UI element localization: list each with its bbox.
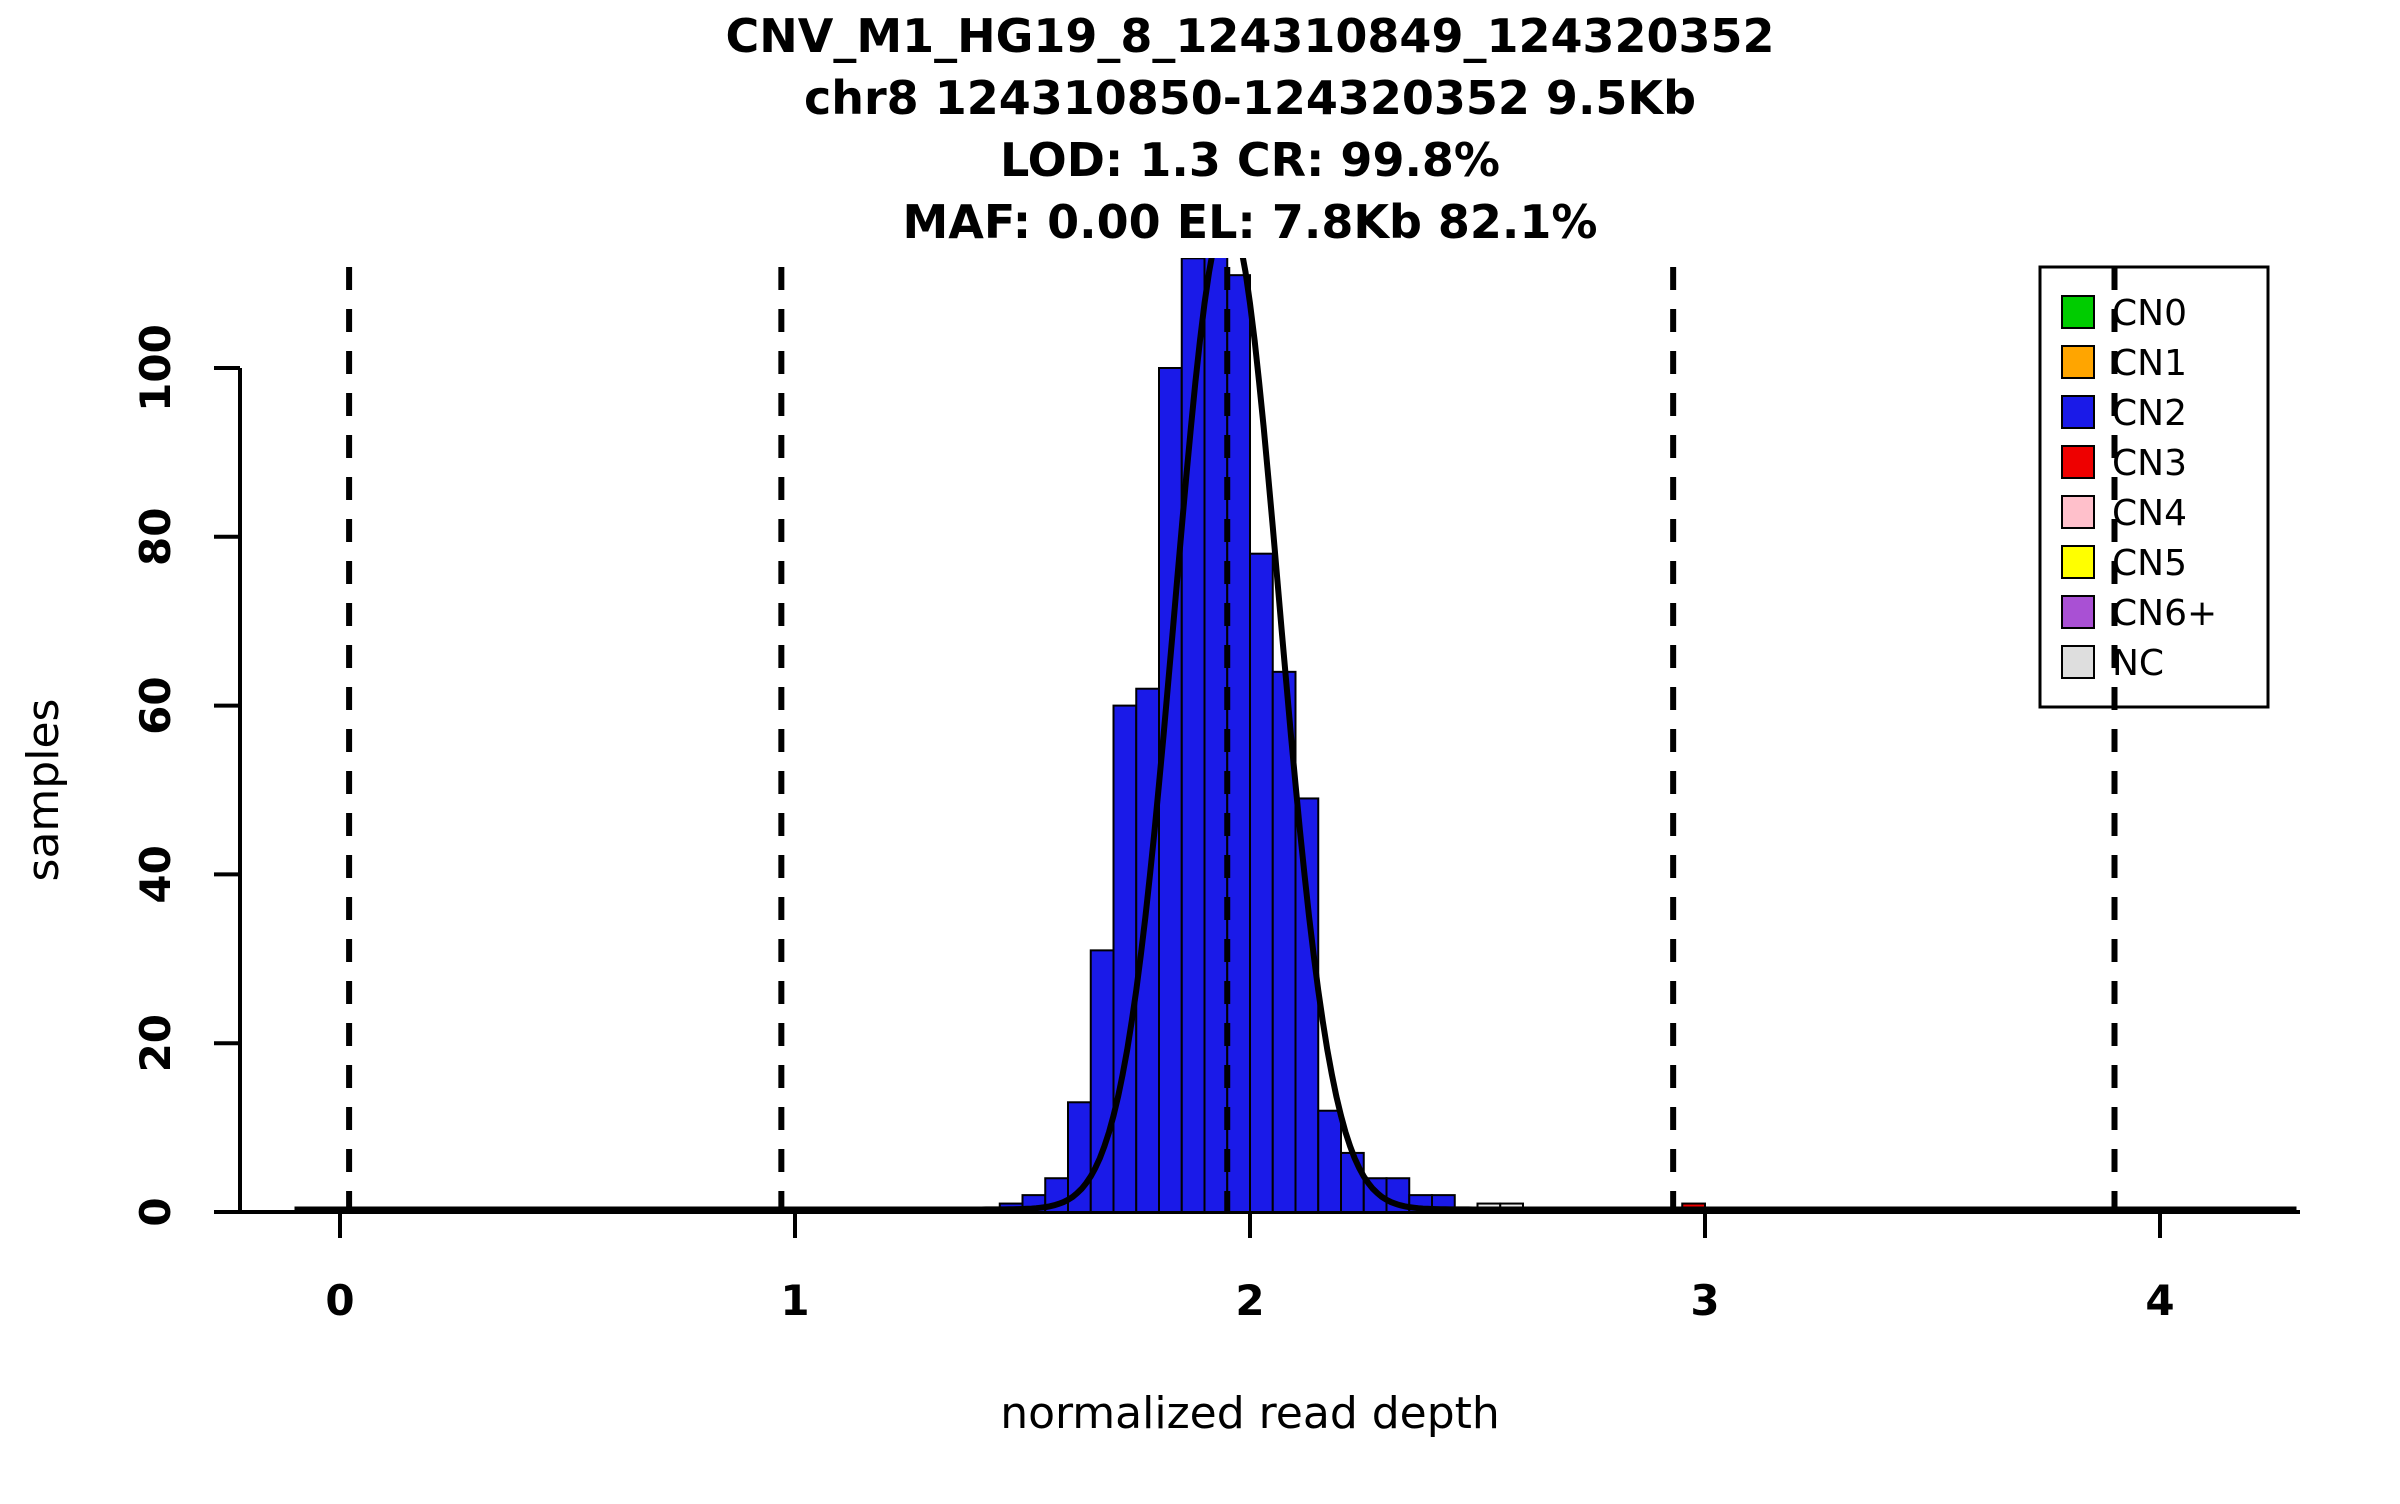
bar-CN2 (1249, 552, 1274, 1213)
legend-label-CN6+: CN6+ (2112, 593, 2217, 634)
bar-CN2 (1294, 797, 1320, 1213)
bar-CN2 (1112, 704, 1138, 1213)
legend-label-CN2: CN2 (2112, 393, 2187, 434)
y-tick-label: 40 (131, 845, 180, 903)
x-tick-label: 0 (325, 1276, 354, 1325)
y-tick-label: 20 (131, 1014, 180, 1072)
legend-swatch-CN2 (2061, 395, 2095, 429)
legend-swatch-CN1 (2061, 345, 2095, 379)
legend-swatch-CN4 (2061, 495, 2095, 529)
histogram-bars (998, 258, 1706, 1214)
bar-CN2 (1340, 1151, 1365, 1214)
bar-CN2 (1203, 258, 1229, 1213)
legend-label-NC: NC (2112, 643, 2164, 684)
plot-title-line1: CNV_M1_HG19_8_124310849_124320352 (725, 9, 1774, 63)
legend-label-CN3: CN3 (2112, 443, 2187, 484)
legend: CN0 CN1 CN2 CN3 CN4 CN5 CN6+ NC (2038, 265, 2270, 709)
x-tick-label: 3 (1690, 1276, 1719, 1325)
plot-title-line3: LOD: 1.3 CR: 99.8% (1000, 133, 1500, 187)
y-tick-label: 0 (131, 1197, 180, 1226)
x-tick-label: 2 (1235, 1276, 1264, 1325)
x-axis-label: normalized read depth (1000, 1388, 1500, 1439)
legend-label-CN1: CN1 (2112, 343, 2187, 384)
density-curve (294, 258, 2297, 1213)
bar-CN2 (1317, 1109, 1342, 1213)
y-tick-label: 100 (131, 324, 180, 412)
legend-swatch-CN0 (2061, 295, 2095, 329)
plot-title-line2: chr8 124310850-124320352 9.5Kb (804, 71, 1696, 125)
legend-label-CN5: CN5 (2112, 543, 2187, 584)
legend-swatch-CN6+ (2061, 595, 2095, 629)
legend-swatch-CN5 (2061, 545, 2095, 579)
x-tick-label: 4 (2145, 1276, 2174, 1325)
bar-CN2 (1226, 274, 1251, 1214)
y-tick-label: 60 (131, 676, 180, 734)
x-tick-label: 1 (780, 1276, 809, 1325)
legend-label-CN0: CN0 (2112, 293, 2187, 334)
plot-title-line4: MAF: 0.00 EL: 7.8Kb 82.1% (902, 195, 1597, 249)
bar-CN2 (1158, 367, 1183, 1213)
cluster-lines (346, 267, 2118, 1212)
legend-swatch-CN3 (2061, 445, 2095, 479)
y-tick-label: 80 (131, 508, 180, 566)
legend-swatch-NC (2061, 645, 2095, 679)
y-axis-label: samples (18, 699, 69, 882)
legend-box (2038, 265, 2270, 709)
legend-label-CN4: CN4 (2112, 493, 2187, 534)
gaussian-fit-curve (294, 258, 2297, 1213)
